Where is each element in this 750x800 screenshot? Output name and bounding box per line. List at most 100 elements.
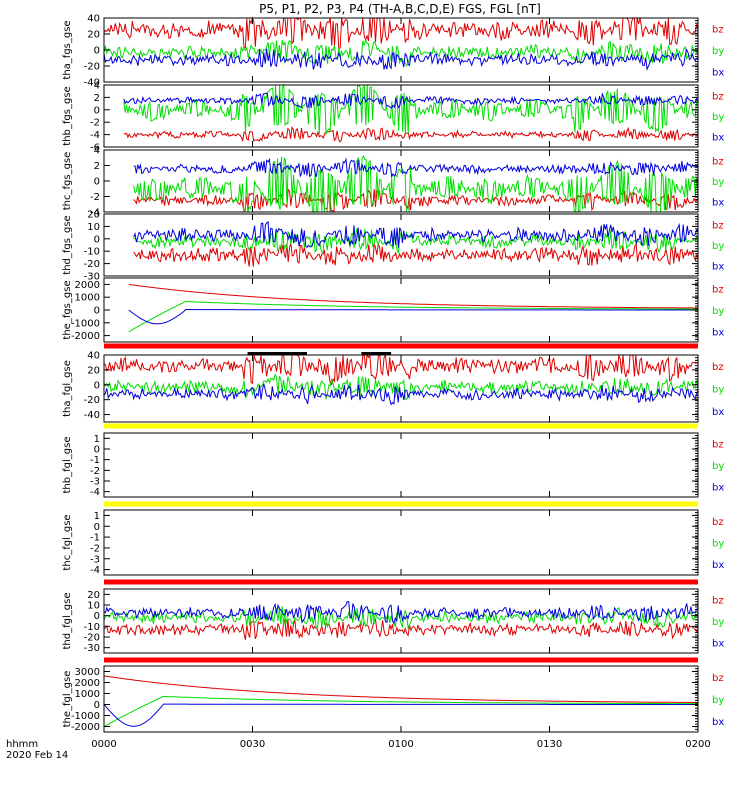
x-axis-label-date: 2020 Feb 14 [6,750,68,761]
ylabel-thc_fgs_gse: thc_fgs_gse [62,152,73,211]
ytick-label-tha_fgs_gse-4: -40 [84,78,100,89]
legend-thc_fgl_gse-bx: bx [712,560,724,571]
series-thb_fgs_gse-bz [123,126,699,143]
ytick-label-the_fgl_gse-0: 3000 [75,667,100,678]
ytick-label-tha_fgl_gse-3: -20 [84,395,100,406]
ytick-label-thc_fgl_gse-4: -3 [90,554,100,565]
legend-thd_fgl_gse-by: by [712,617,724,628]
ytick-label-thd_fgl_gse-5: -30 [84,643,100,654]
ylabel-the_fgl_gse: the_fgl_gse [62,671,73,728]
series-thd_fgs_gse-bx [133,220,699,249]
xtick-label-0100: 0100 [388,739,413,750]
ytick-label-thc_fgl_gse-3: -2 [90,543,100,554]
ytick-label-the_fgs_gse-2: 0 [94,306,100,317]
ytick-label-thd_fgs_gse-2: 0 [94,234,100,245]
axes-frame-the_fgl_gse [103,665,699,733]
legend-thc_fgs_gse-bz: bz [712,156,724,167]
ytick-label-thd_fgs_gse-5: -30 [84,272,100,283]
series-thb_fgs_gse-bx [123,92,699,109]
legend-tha_fgl_gse-bz: bz [712,362,724,373]
series-the_fgl_gse-by [103,695,698,727]
ytick-label-thd_fgl_gse-1: 10 [87,601,100,612]
panel-thb_fgl_gse: 10-1-2-3-4 thb_fgl_gse bz by bx [62,432,724,498]
ytick-label-thd_fgs_gse-4: -20 [84,259,100,270]
ytick-label-the_fgl_gse-1: 2000 [75,678,100,689]
series-tha_fgs_gse-bz [103,16,699,50]
ytick-label-tha_fgl_gse-2: 0 [94,380,100,391]
series-the_fgs_gse-bz [128,283,698,309]
ytick-label-thb_fgs_gse-3: -2 [90,118,100,129]
legend-thb_fgl_gse-bx: bx [712,482,724,493]
legend-thc_fgs_gse-by: by [712,177,724,188]
status-bar-1 [104,423,698,429]
series-thd_fgs_gse-by [133,227,699,255]
ytick-label-tha_fgs_gse-0: 40 [87,14,100,25]
legend-thb_fgl_gse-by: by [712,461,724,472]
ylabel-thb_fgs_gse: thb_fgs_gse [62,86,73,145]
legend-thb_fgs_gse-by: by [712,112,724,123]
status-bar-2 [104,501,698,507]
ytick-label-thc_fgl_gse-1: 0 [94,522,100,533]
ytick-label-thd_fgs_gse-3: -10 [84,247,100,258]
ytick-label-the_fgs_gse-3: -1000 [71,318,100,329]
xtick-label-0200: 0200 [685,739,710,750]
ytick-label-tha_fgl_gse-1: 20 [87,365,100,376]
ytick-label-thd_fgs_gse-0: 20 [87,210,100,221]
axes-frame-thc_fgs_gse [103,149,699,213]
legend-thd_fgl_gse-bx: bx [712,638,724,649]
legend-the_fgs_gse-bz: bz [712,285,724,296]
panel-tha_fgl_gse: 40 20 0 -20 -40 tha_fgl_gse bz by bx [62,351,724,423]
series-thd_fgl_gse-bx [103,600,699,625]
status-bar-0 [104,343,698,349]
ytick-label-thb_fgl_gse-0: 1 [94,434,100,445]
ytick-label-thc_fgs_gse-2: 0 [94,177,100,188]
series-thd_fgl_gse-by [103,606,699,630]
legend-the_fgl_gse-by: by [712,695,724,706]
legend-thd_fgs_gse-bz: bz [712,220,724,231]
ytick-label-thc_fgl_gse-2: -1 [90,533,100,544]
series-thc_fgs_gse-by [133,154,699,214]
ylabel-tha_fgs_gse: tha_fgs_gse [62,20,73,79]
ytick-label-the_fgs_gse-1: 1000 [75,293,100,304]
ylabel-thd_fgl_gse: thd_fgl_gse [62,593,73,650]
legend-thb_fgs_gse-bz: bz [712,91,724,102]
legend-thd_fgl_gse-bz: bz [712,596,724,607]
ytick-label-thb_fgl_gse-4: -3 [90,477,100,488]
ytick-label-thc_fgs_gse-3: -2 [90,192,100,203]
legend-thb_fgs_gse-bx: bx [712,133,724,144]
ytick-label-thb_fgs_gse-0: 4 [94,81,100,92]
series-tha_fgs_gse-bx [103,48,699,72]
legend-the_fgs_gse-bx: bx [712,327,724,338]
black-segment-0 [247,352,307,355]
ytick-label-thd_fgl_gse-0: 20 [87,590,100,601]
legend-tha_fgl_gse-bx: bx [712,407,724,418]
legend-thc_fgs_gse-bx: bx [712,198,724,209]
ytick-label-thb_fgl_gse-2: -1 [90,455,100,466]
axes-frame-thb_fgl_gse [103,432,699,498]
xtick-label-0130: 0130 [537,739,562,750]
status-bar-4 [104,657,698,663]
legend-thc_fgl_gse-bz: bz [712,517,724,528]
series-the_fgl_gse-bx [103,703,698,727]
series-the_fgs_gse-bx [128,309,698,325]
legend-thc_fgl_gse-by: by [712,539,724,550]
ytick-label-tha_fgs_gse-1: 20 [87,30,100,41]
series-thd_fgl_gse-bz [103,618,699,641]
legend-the_fgs_gse-by: by [712,306,724,317]
ylabel-thc_fgl_gse: thc_fgl_gse [62,514,73,570]
axes-frame-tha_fgs_gse [103,17,699,83]
chart-title: P5, P1, P2, P3, P4 (TH-A,B,C,D,E) FGS, F… [259,2,541,16]
series-tha_fgs_gse-by [103,38,699,68]
series-the_fgl_gse-bz [103,675,698,703]
ytick-label-thd_fgs_gse-1: 10 [87,222,100,233]
ytick-label-thd_fgl_gse-2: 0 [94,611,100,622]
ytick-label-tha_fgl_gse-4: -40 [84,410,100,421]
ytick-label-tha_fgs_gse-2: 0 [94,46,100,57]
series-tha_fgl_gse-by [103,373,699,401]
